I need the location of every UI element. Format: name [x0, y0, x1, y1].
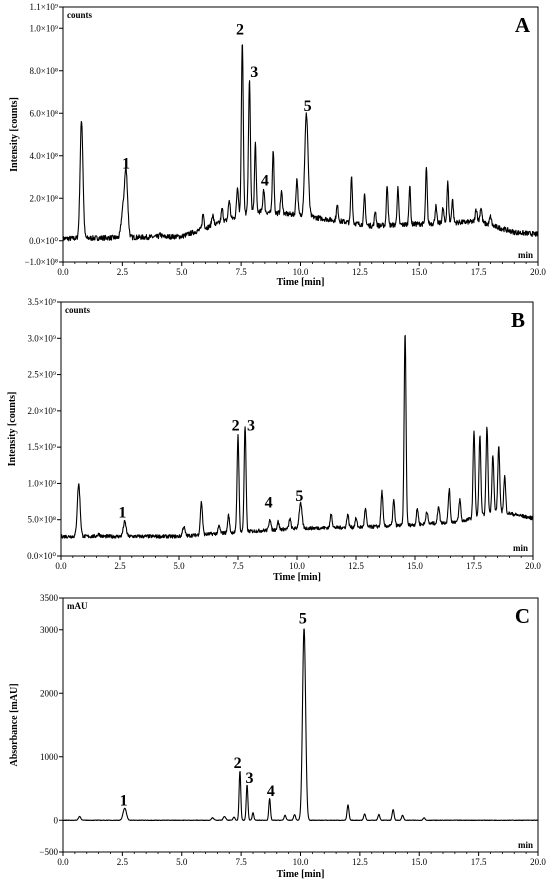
- x-axis-title: Time [min]: [277, 277, 325, 288]
- x-tick-label: 0.0: [55, 561, 67, 571]
- x-tick-label: 5.0: [173, 561, 185, 571]
- y-tick-label: 2.0×10⁹: [28, 406, 56, 416]
- peak-label-1: 1: [118, 505, 126, 522]
- peak-label-2: 2: [232, 417, 240, 434]
- y-axis-title: Intensity [counts]: [7, 392, 18, 467]
- chart-panel-B: 0.0 2.5 5.0 7.5 10.0 12.5 15.0 17.5 20.0 0.0×10⁰ 5…: [7, 297, 541, 583]
- y-tick-label: −500: [39, 847, 58, 857]
- y-tick-label: 1000: [40, 752, 59, 762]
- y-tick-label: 1.5×10⁹: [28, 442, 56, 452]
- plot-frame: [62, 6, 539, 263]
- peak-label-1: 1: [120, 793, 128, 810]
- x-tick-label: 0.0: [57, 267, 69, 277]
- y-tick-label: 0.0×10⁰: [27, 551, 56, 561]
- peak-label-3: 3: [247, 417, 255, 434]
- peak-label-1: 1: [122, 156, 130, 173]
- x-tick-label: 5.0: [176, 267, 188, 277]
- x-tick-label: 7.5: [232, 561, 244, 571]
- x-tick-label: 17.5: [471, 857, 487, 867]
- x-tick-label: 15.0: [407, 561, 423, 571]
- x-tick-label: 17.5: [466, 561, 482, 571]
- y-tick-label: 2000: [40, 688, 59, 698]
- y-unit-label: mAU: [67, 601, 88, 611]
- x-tick-label: 12.5: [352, 857, 368, 867]
- peak-label-4: 4: [267, 783, 275, 800]
- y-unit-label: counts: [67, 10, 93, 20]
- x-tick-label: 12.5: [348, 561, 364, 571]
- y-axis-title: Intensity [counts]: [9, 97, 20, 172]
- y-tick-label: 2.5×10⁹: [28, 370, 56, 380]
- chromatogram-trace: [62, 44, 539, 242]
- x-tick-label: 15.0: [411, 267, 427, 277]
- chromatogram-trace: [62, 628, 539, 822]
- y-tick-label: 5.0×10⁸: [28, 515, 56, 525]
- x-tick-label: 17.5: [471, 267, 487, 277]
- x-tick-label: 7.5: [236, 267, 248, 277]
- peak-label-2: 2: [236, 22, 244, 39]
- y-tick-label: 0.0×10⁰: [29, 236, 58, 246]
- chart-panel-C: 0.0 2.5 5.0 7.5 10.0 12.5 15.0 17.5 20.0 −500 0 100…: [9, 593, 546, 880]
- peak-label-4: 4: [261, 173, 269, 190]
- chromatogram-trace: [60, 334, 534, 539]
- y-tick-label: 3000: [40, 625, 59, 635]
- y-tick-label: 6.0×10⁸: [30, 108, 58, 118]
- x-axis-title: Time [min]: [273, 572, 321, 583]
- peak-label-5: 5: [295, 488, 303, 505]
- x-tick-label: 5.0: [176, 857, 188, 867]
- panel-label: A: [515, 13, 531, 37]
- y-tick-label: 3500: [40, 593, 59, 603]
- x-unit-label: min: [518, 250, 533, 260]
- x-tick-label: 10.0: [289, 561, 305, 571]
- y-tick-label: 2.0×10⁸: [30, 193, 58, 203]
- y-tick-label: −1.0×10⁸: [24, 257, 58, 267]
- peak-label-3: 3: [245, 770, 253, 787]
- y-axis-title: Absorbance [mAU]: [9, 683, 20, 766]
- y-tick-label: 0: [54, 815, 59, 825]
- y-tick-label: 1.0×10⁹: [28, 478, 56, 488]
- x-tick-label: 2.5: [117, 857, 129, 867]
- x-tick-label: 20.0: [525, 561, 541, 571]
- peak-label-2: 2: [234, 755, 242, 772]
- x-unit-label: min: [518, 840, 533, 850]
- y-tick-label: 4.0×10⁸: [30, 151, 58, 161]
- y-tick-label: 3.0×10⁹: [28, 333, 56, 343]
- peak-label-5: 5: [299, 610, 307, 627]
- x-tick-label: 7.5: [236, 857, 248, 867]
- x-tick-label: 20.0: [530, 267, 546, 277]
- y-tick-label: 8.0×10⁸: [30, 66, 58, 76]
- x-tick-label: 10.0: [293, 857, 309, 867]
- x-axis-title: Time [min]: [277, 869, 325, 880]
- panel-label: B: [511, 308, 525, 332]
- peak-label-5: 5: [304, 98, 312, 115]
- y-tick-label: 3.5×10⁹: [28, 297, 56, 307]
- chart-panel-A: 0.0 2.5 5.0 7.5 10.0 12.5 15.0 17.5 20.0 −1.0×10⁸…: [9, 2, 546, 288]
- x-tick-label: 15.0: [411, 857, 427, 867]
- x-unit-label: min: [513, 543, 528, 553]
- peak-label-3: 3: [250, 64, 258, 81]
- peak-label-4: 4: [265, 494, 273, 511]
- x-tick-label: 0.0: [57, 857, 69, 867]
- x-tick-label: 12.5: [352, 267, 368, 277]
- x-tick-label: 2.5: [117, 267, 129, 277]
- y-tick-label: 1.1×10⁹: [30, 2, 58, 12]
- panel-label: C: [515, 604, 530, 628]
- y-unit-label: counts: [65, 305, 91, 315]
- x-tick-label: 10.0: [293, 267, 309, 277]
- y-tick-label: 1.0×10⁹: [30, 23, 58, 33]
- x-tick-label: 20.0: [530, 857, 546, 867]
- x-tick-label: 2.5: [114, 561, 126, 571]
